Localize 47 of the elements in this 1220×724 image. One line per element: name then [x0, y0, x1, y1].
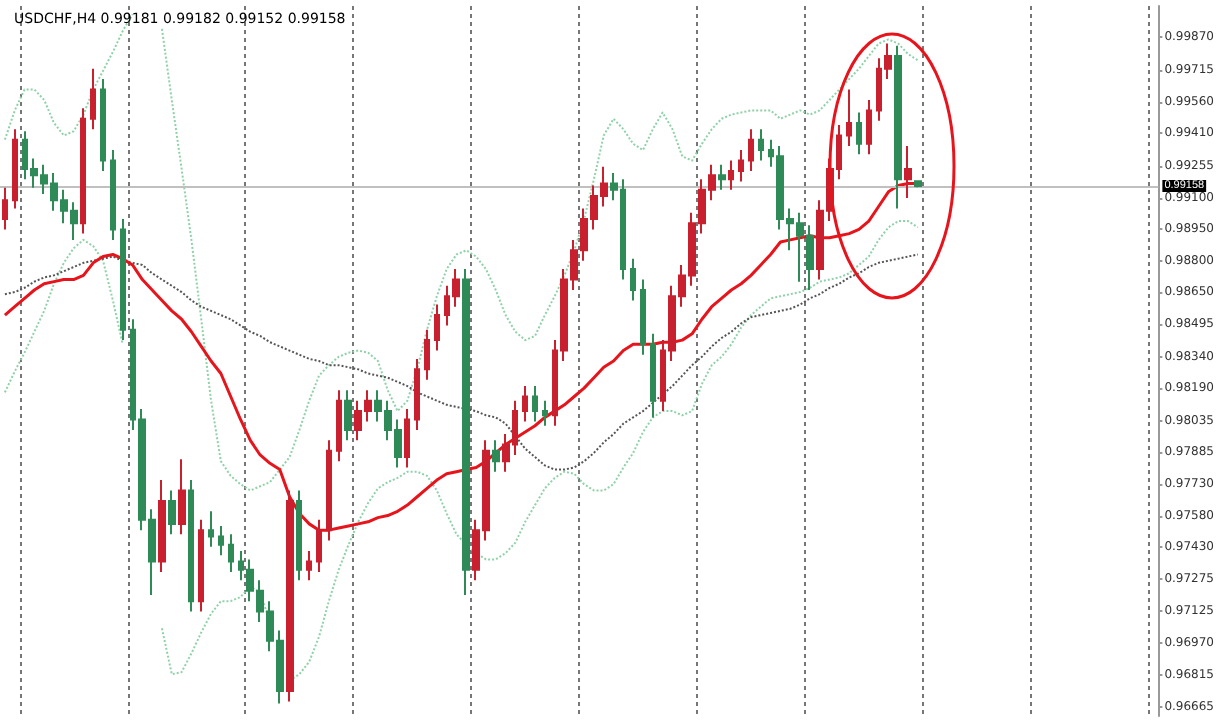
candlestick: [434, 303, 440, 352]
candlestick: [758, 128, 764, 162]
candlestick: [218, 524, 224, 557]
candlestick: [728, 159, 734, 191]
candlestick: [80, 107, 86, 235]
candlestick: [522, 385, 528, 423]
candlestick: [198, 518, 204, 613]
candlestick: [414, 357, 420, 431]
candlestick: [462, 268, 470, 596]
candlestick: [866, 98, 872, 156]
candlestick: [120, 218, 126, 342]
candlestick: [640, 278, 646, 356]
candlestick: [12, 128, 18, 210]
candlestick: [100, 78, 106, 172]
candlestick: [650, 332, 656, 419]
candlestick: [2, 186, 8, 231]
candlestick: [286, 489, 294, 703]
candlestick: [492, 439, 500, 473]
candlestick: [228, 533, 234, 573]
candlestick: [306, 550, 312, 582]
candlestick: [296, 489, 302, 582]
candlestick: [336, 389, 342, 463]
candlestick: [326, 439, 332, 542]
candlestick: [344, 389, 352, 442]
candlestick: [846, 88, 852, 147]
candlestick: [208, 510, 214, 548]
candlestick: [856, 111, 862, 156]
candlestick: [424, 328, 430, 381]
candlestick: [178, 458, 186, 536]
candlestick: [542, 399, 548, 427]
candlestick: [110, 149, 116, 241]
candlestick: [894, 44, 902, 210]
line-series: [3, 182, 920, 532]
candlestick: [316, 518, 322, 573]
candlestick: [168, 489, 176, 536]
candlestick: [404, 408, 410, 469]
candlestick: [188, 479, 194, 613]
candlestick: [738, 149, 744, 183]
candlestick: [904, 144, 912, 200]
candlestick: [630, 257, 636, 302]
candlestick: [914, 179, 922, 189]
candlestick: [718, 163, 726, 191]
candlestick: [158, 479, 166, 573]
candlestick: [90, 67, 96, 131]
candlestick: [748, 128, 754, 172]
candlestick: [532, 385, 538, 423]
line-series: [3, 253, 919, 471]
